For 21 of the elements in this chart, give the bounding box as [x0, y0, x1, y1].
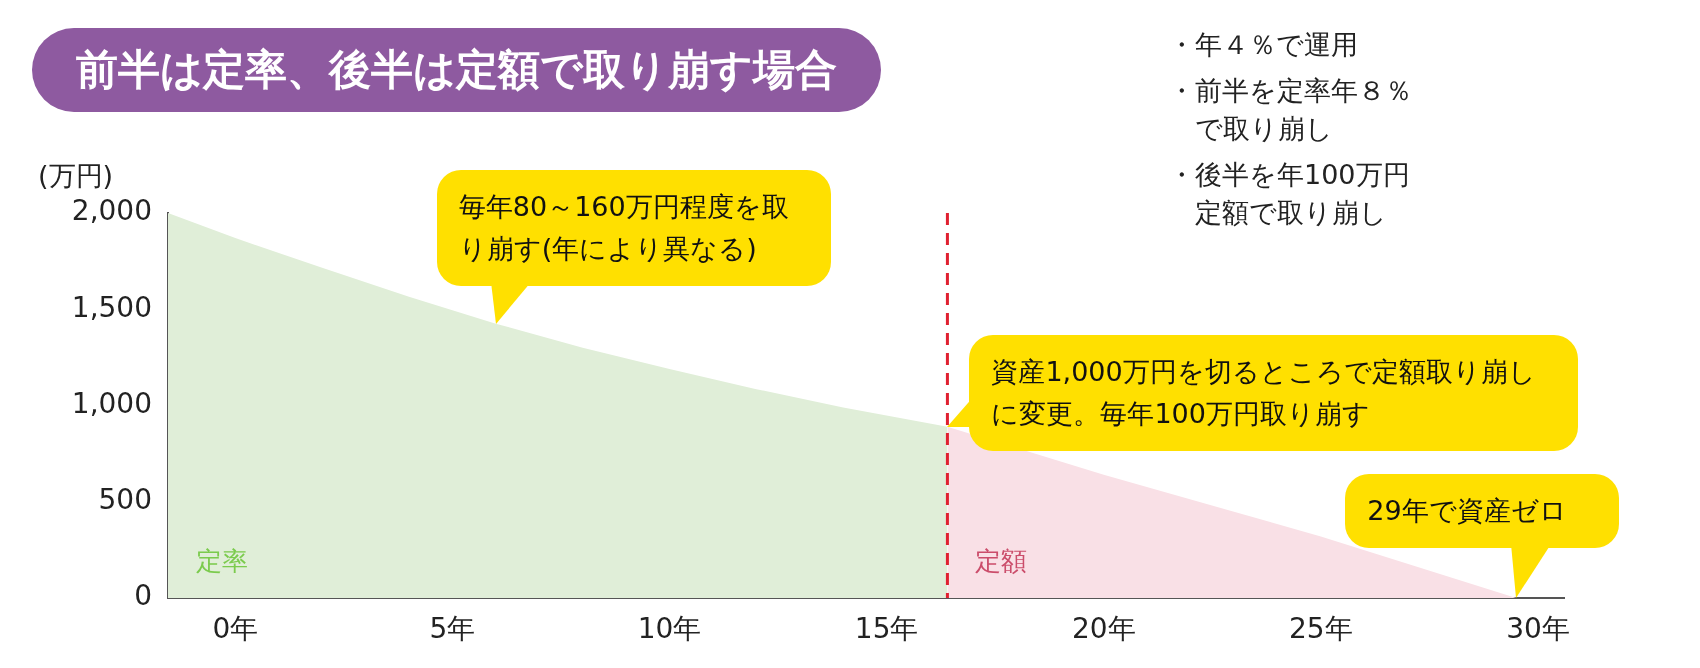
y-tick-label: 1,000	[71, 386, 152, 420]
series-label: 定額	[975, 545, 1028, 576]
x-tick-label: 25年	[1289, 612, 1353, 646]
x-tick-label: 10年	[637, 612, 702, 646]
y-tick-label: 2,000	[71, 194, 152, 228]
text: ・年４％で運用	[1168, 28, 1359, 62]
x-tick-label: 30年	[1506, 612, 1570, 646]
speech-bubble: 毎年80～160万円程度を取り崩す(年により異なる)	[436, 169, 831, 286]
y-tick-label: 1,500	[71, 290, 152, 324]
speech-bubble: 資産1,000万円を切るところで定額取り崩しに変更。毎年100万円取り崩す	[969, 334, 1579, 451]
y-axis-title: (万円)	[38, 159, 114, 193]
text: ・前半を定率年８％で取り崩し	[1168, 74, 1413, 146]
x-tick-label: 5年	[429, 612, 476, 646]
annotation: ・後半を年100万円定額で取り崩し	[1168, 158, 1411, 230]
x-tick-label: 20年	[1071, 612, 1136, 646]
x-tick-label: 15年	[854, 612, 919, 646]
x-tick-label: 0年	[212, 612, 259, 646]
series-label: 定率	[196, 545, 248, 576]
y-tick-label: 500	[98, 483, 152, 517]
y-tick-label: 0	[134, 579, 152, 613]
chart-title: 前半は定率、後半は定額で取り崩す場合	[32, 28, 881, 112]
